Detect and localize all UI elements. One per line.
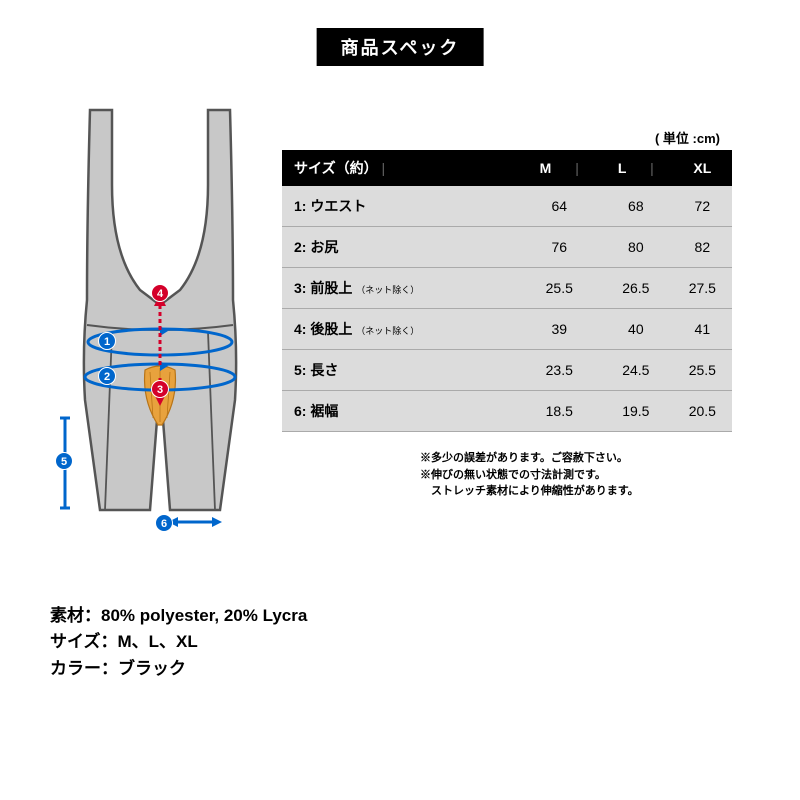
marker-2: 2 — [98, 367, 116, 385]
notes: ※多少の誤差があります。ご容赦下さい。※伸びの無い状態での寸法計測です。 ストレ… — [420, 450, 639, 500]
marker-5: 5 — [55, 452, 73, 470]
spec-text: 素材：80% polyester, 20% Lycra サイズ：M、L、XL カ… — [50, 603, 307, 682]
th-size: サイズ（約） | — [282, 150, 520, 186]
table-row: 6: 裾幅18.519.520.5 — [282, 391, 732, 432]
table-row: 1: ウエスト646872 — [282, 186, 732, 227]
marker-1: 1 — [98, 332, 116, 350]
table-row: 5: 長さ23.524.525.5 — [282, 350, 732, 391]
size-table: サイズ（約） | M | L | XL 1: ウエスト6468722: お尻76… — [282, 150, 732, 432]
th-l: L | — [599, 150, 673, 186]
table-row: 2: お尻768082 — [282, 227, 732, 268]
marker-3: 3 — [151, 380, 169, 398]
spec-material: 素材：80% polyester, 20% Lycra — [50, 603, 307, 629]
marker-4: 4 — [151, 284, 169, 302]
table-row: 4: 後股上 （ネット除く）394041 — [282, 309, 732, 350]
spec-color: カラー：ブラック — [50, 656, 307, 682]
spec-size: サイズ：M、L、XL — [50, 629, 307, 655]
table-row: 3: 前股上 （ネット除く）25.526.527.5 — [282, 268, 732, 309]
marker-6: 6 — [155, 514, 173, 532]
th-m: M | — [520, 150, 599, 186]
title: 商品スペック — [317, 28, 484, 66]
th-xl: XL — [673, 150, 732, 186]
garment-diagram: 1 2 3 4 5 6 — [40, 100, 270, 530]
unit-label: ( 単位 :cm) — [655, 128, 720, 147]
